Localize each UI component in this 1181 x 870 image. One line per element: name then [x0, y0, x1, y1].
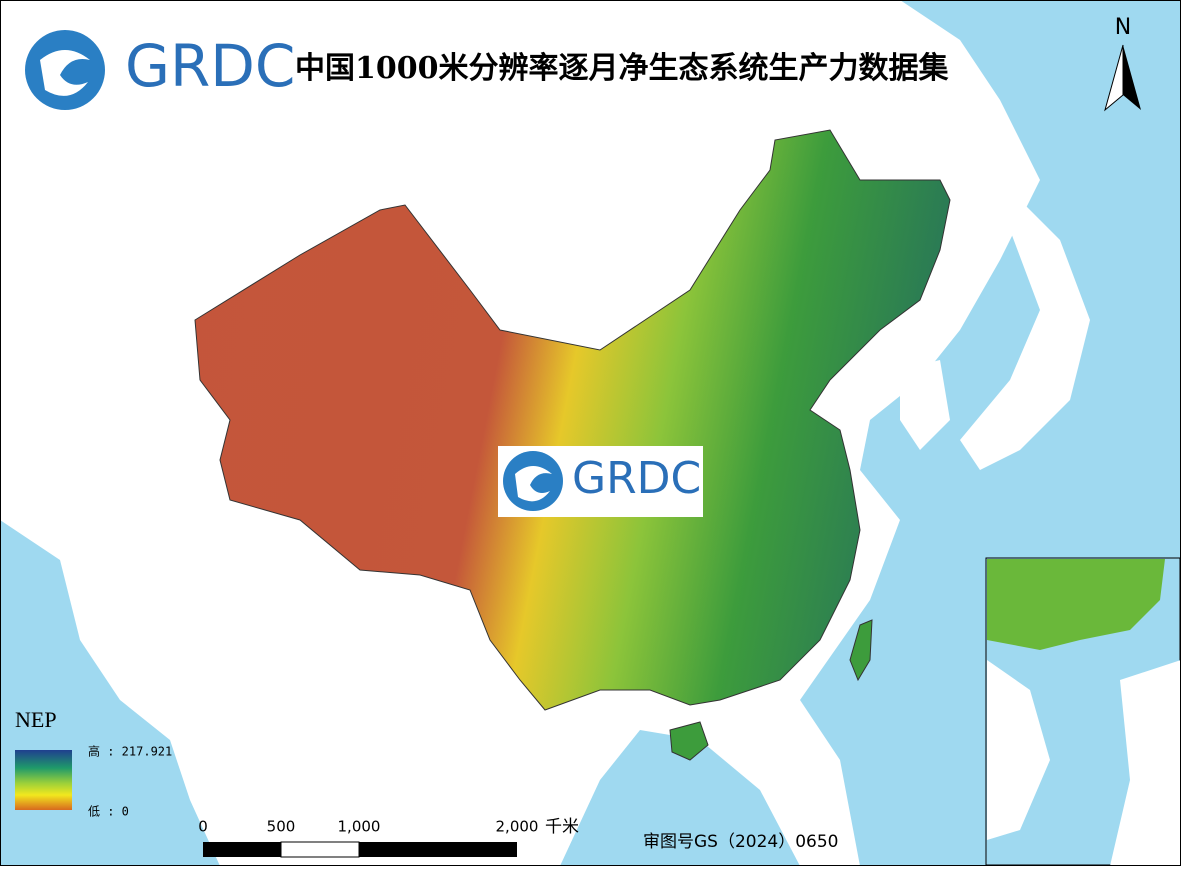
north-arrow-right — [1123, 45, 1141, 110]
legend-ramp — [15, 750, 72, 810]
taiwan — [849, 619, 873, 682]
china-nep — [194, 129, 951, 711]
scale-unit: 千米 — [545, 817, 579, 837]
watermark-text: GRDC — [572, 453, 701, 504]
logo-text: GRDC — [125, 32, 295, 100]
legend-high: 高 : 217.921 — [88, 744, 172, 759]
scale-label: 0 — [198, 818, 208, 836]
scale-label: 1,000 — [338, 818, 381, 836]
watermark-mark — [515, 466, 552, 502]
hainan — [669, 721, 709, 761]
north-label: N — [1115, 15, 1131, 40]
sea-south — [560, 730, 800, 866]
watermark-globe — [503, 451, 563, 511]
scale-label: 500 — [267, 818, 296, 836]
approval-number: 审图号GS（2024）0650 — [643, 832, 839, 852]
inset-land-east — [1110, 660, 1181, 866]
inset-land — [987, 559, 1165, 650]
logo-globe — [25, 30, 105, 110]
scale-segment — [359, 842, 517, 857]
scale-label: 2,000 — [496, 818, 539, 836]
legend-title: NEP — [15, 707, 57, 732]
logo-mark — [40, 50, 90, 96]
scale-segment — [280, 841, 360, 858]
land-korea — [900, 360, 950, 450]
title: 中国1000米分辨率逐月净生态系统生产力数据集 — [295, 51, 949, 86]
inset-land-west — [987, 660, 1050, 840]
land-japan — [960, 200, 1090, 470]
legend-low: 低 : 0 — [88, 805, 129, 819]
scale-segment — [203, 842, 281, 857]
